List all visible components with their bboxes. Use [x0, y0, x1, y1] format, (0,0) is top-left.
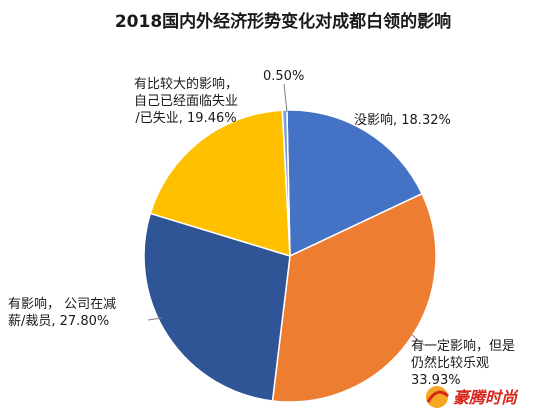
leader-line-1	[411, 334, 425, 346]
slice-label-2: 有影响， 公司在减薪/裁员, 27.80%	[8, 296, 116, 329]
slice-label-line: 仍然比较乐观	[411, 355, 489, 371]
slice-label-3: 有比较大的影响， 自己已经面临失业/已失业, 19.46%	[134, 76, 238, 126]
slice-label-0: 没影响, 18.32%	[354, 112, 451, 128]
pie-slice-1	[271, 192, 437, 403]
chart-title: 2018国内外经济形势变化对成都白领的影响	[115, 11, 451, 32]
slice-label-line: 33.93%	[411, 373, 461, 388]
pie-slices	[143, 109, 437, 403]
slice-label-4: 0.50%	[263, 69, 304, 84]
slice-label-line: 有一定影响，但是	[411, 338, 515, 354]
watermark-logo: 豪腾时尚	[426, 386, 519, 408]
slice-label-line: 有影响， 公司在减	[8, 296, 116, 312]
logo-mark-icon	[426, 386, 448, 408]
pie-slice-3	[149, 109, 291, 258]
slice-label-1: 有一定影响，但是仍然比较乐观 33.93%	[411, 338, 515, 388]
pie-slice-2	[143, 212, 291, 402]
slice-label-line: /已失业, 19.46%	[135, 111, 236, 126]
slice-label-line: 薪/裁员, 27.80%	[8, 313, 109, 329]
leader-line-2	[147, 317, 163, 321]
watermark-text: 豪腾时尚	[453, 388, 519, 407]
slice-label-line: 自己已经面临失业	[134, 94, 238, 109]
leader-line-4	[283, 83, 288, 113]
slice-label-line: 0.50%	[263, 69, 304, 84]
slice-labels: 没影响, 18.32% 有一定影响，但是仍然比较乐观 33.93% 有影响， 公司在减…	[8, 69, 515, 388]
slice-label-line: 有比较大的影响，	[134, 76, 238, 92]
logo-swoosh-icon	[426, 390, 450, 403]
leader-lines	[147, 83, 425, 346]
slice-label-line: 没影响, 18.32%	[354, 112, 451, 128]
pie-slice-0	[286, 109, 424, 258]
